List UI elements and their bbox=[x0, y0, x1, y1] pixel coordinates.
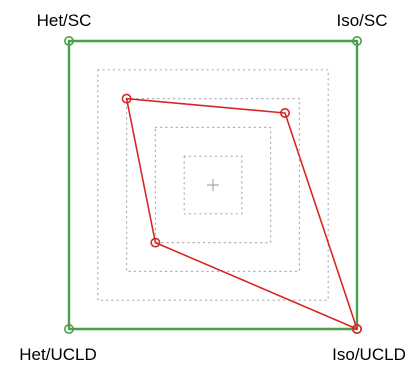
grid-ring-2 bbox=[154, 126, 272, 244]
series-2 bbox=[121, 93, 362, 334]
series-2-line bbox=[125, 97, 358, 330]
axis-label-het-ucld: Het/UCLD bbox=[19, 345, 96, 364]
axis-label-iso-ucld: Iso/UCLD bbox=[332, 345, 406, 364]
series-2-point-2 bbox=[279, 108, 290, 119]
series-1-point-4 bbox=[64, 323, 75, 334]
series-2-point-1 bbox=[121, 93, 132, 104]
axis-label-het-sc: Het/SC bbox=[37, 11, 92, 30]
center-marker bbox=[207, 179, 219, 191]
series-2-point-4 bbox=[150, 237, 161, 248]
grid-ring-3 bbox=[125, 97, 300, 272]
grid-ring-1 bbox=[183, 155, 243, 215]
series-2-point-3 bbox=[351, 323, 362, 334]
series-1-point-2 bbox=[351, 35, 362, 46]
axis-label-iso-sc: Iso/SC bbox=[336, 11, 387, 30]
series-layer bbox=[64, 35, 362, 334]
axis-labels: Het/SC Iso/SC Iso/UCLD Het/UCLD bbox=[19, 11, 406, 364]
series-1-point-1 bbox=[64, 35, 75, 46]
